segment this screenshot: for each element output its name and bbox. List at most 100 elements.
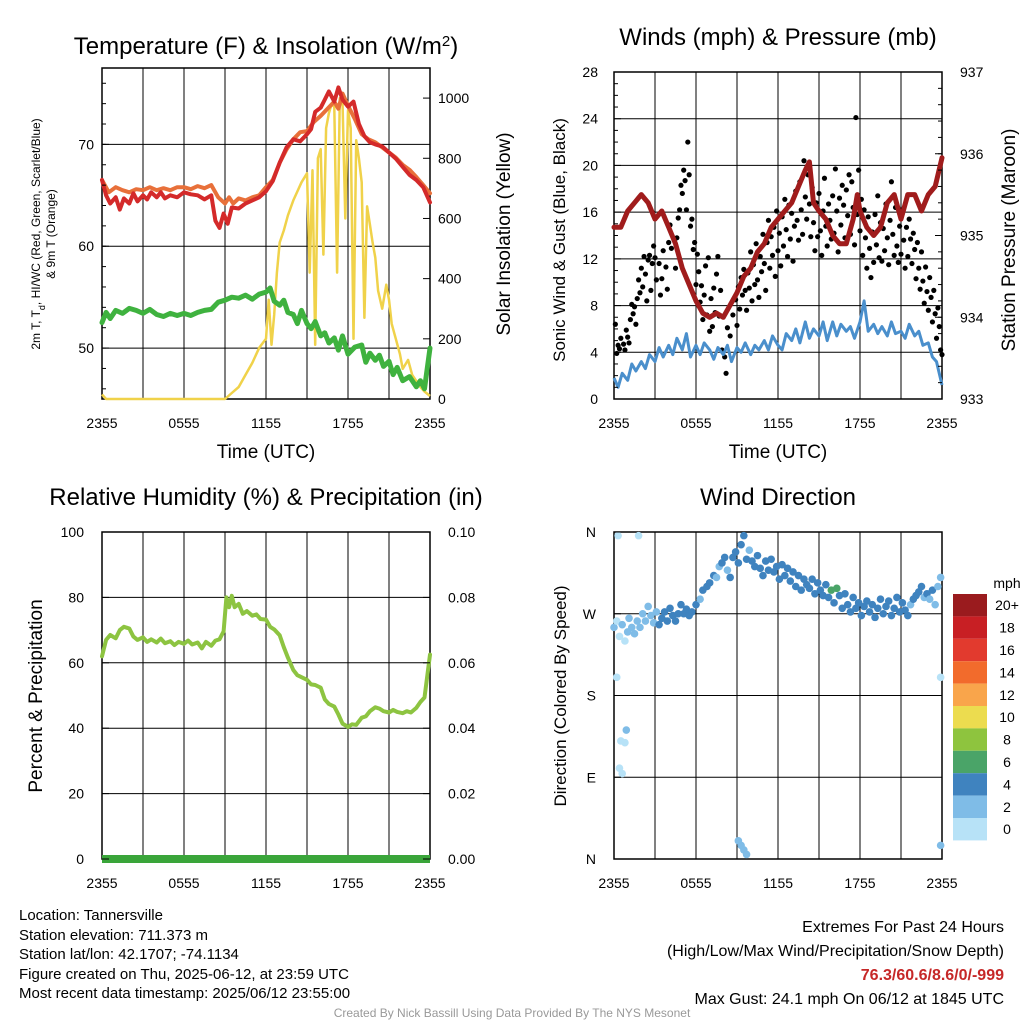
temp-title: Temperature (F) & Insolation (W/m2) xyxy=(74,33,458,61)
legend-label: 14 xyxy=(999,664,1015,680)
direction-point xyxy=(887,611,896,620)
pressure-ylabel: Station Pressure (Maroon) xyxy=(999,129,1020,352)
direction-point xyxy=(936,841,945,850)
temp-xlabel: Time (UTC) xyxy=(217,442,316,463)
temp-ytick-label: 60 xyxy=(78,238,94,254)
gust-point xyxy=(701,292,707,298)
gust-point xyxy=(626,340,632,346)
wdir-title: Wind Direction xyxy=(700,484,856,511)
winds-ytick-label: 4 xyxy=(590,344,598,360)
gust-point xyxy=(709,323,716,330)
legend-swatch xyxy=(953,818,987,841)
direction-point xyxy=(824,593,833,602)
gust-point xyxy=(843,187,849,193)
gust-point xyxy=(678,182,684,188)
gust-point xyxy=(921,300,927,306)
gust-point xyxy=(917,286,923,292)
insolation-ytick-label: 0 xyxy=(438,391,446,407)
direction-point xyxy=(655,620,663,629)
gust-point xyxy=(873,242,880,248)
gust-point xyxy=(760,231,766,237)
gust-point xyxy=(693,281,699,288)
gust-point xyxy=(839,182,845,188)
gust-point xyxy=(622,347,628,353)
gust-point xyxy=(756,294,762,300)
gust-point xyxy=(887,217,893,223)
gust-point xyxy=(916,265,922,271)
gust-point xyxy=(657,292,664,298)
gust-point xyxy=(890,231,896,237)
direction-point xyxy=(849,593,857,602)
gust-point xyxy=(612,321,618,327)
direction-point xyxy=(618,769,626,778)
direction-point xyxy=(876,595,885,604)
direction-point xyxy=(934,582,942,591)
gust-point xyxy=(687,223,694,229)
gust-point xyxy=(931,287,937,293)
gust-point xyxy=(906,216,912,222)
direction-point xyxy=(794,571,803,580)
gust-point xyxy=(675,215,681,221)
rh-ytick-label: 40 xyxy=(68,720,84,736)
gust-point xyxy=(783,227,789,233)
gust-point xyxy=(913,276,919,282)
pressure-ytick-label: 936 xyxy=(960,146,984,162)
direction-point xyxy=(612,673,621,682)
gust-point xyxy=(864,265,870,271)
wdir-xtick-label: 2355 xyxy=(926,875,957,891)
direction-point xyxy=(808,575,816,584)
direction-point xyxy=(660,608,669,616)
gust-point xyxy=(935,305,941,311)
temp-xtick-label: 1155 xyxy=(251,415,281,431)
pressure-line xyxy=(611,155,945,320)
gust-point xyxy=(886,262,892,268)
gust-point xyxy=(819,252,825,258)
direction-point xyxy=(759,571,767,580)
gust-point xyxy=(630,311,636,317)
gust-point xyxy=(861,207,867,213)
gust-point xyxy=(816,190,822,197)
recent-timestamp: Most recent data timestamp: 2025/06/12 2… xyxy=(19,985,351,1002)
direction-point xyxy=(614,531,622,540)
gust-point xyxy=(690,246,696,253)
direction-point xyxy=(612,617,621,625)
gust-point xyxy=(616,346,623,352)
wdir-ylabel: Direction (Colored By Speed) xyxy=(551,585,570,806)
direction-point xyxy=(871,613,879,622)
wdir-ytick-label: W xyxy=(583,606,597,622)
direction-point xyxy=(843,600,852,609)
gust-point xyxy=(812,248,818,254)
gust-point xyxy=(838,222,844,228)
gust-point xyxy=(679,190,685,197)
gust-point xyxy=(668,245,675,251)
gust-point xyxy=(775,248,781,254)
temp-xtick-label: 0555 xyxy=(168,415,199,431)
gust-point xyxy=(642,271,649,277)
gust-point xyxy=(715,253,721,260)
insolation-ytick-label: 600 xyxy=(438,210,462,226)
direction-point xyxy=(692,600,700,609)
extremes-values: 76.3/60.6/8.6/0/-999 xyxy=(860,967,1004,984)
temp-xtick-label: 2355 xyxy=(86,415,117,431)
gust-point xyxy=(698,283,705,289)
temp-ylabel-rest: , HI/WC (Red, Green, Scarlet/Blue) xyxy=(29,118,43,305)
winds-xtick-label: 2355 xyxy=(598,415,629,431)
gust-point xyxy=(727,333,733,339)
direction-point xyxy=(775,575,784,584)
rh-xtick-label: 2355 xyxy=(414,875,445,891)
legend-label: 8 xyxy=(1003,732,1011,748)
direction-point xyxy=(805,584,814,593)
gust-point xyxy=(660,248,666,254)
gust-point xyxy=(752,281,758,288)
direction-point xyxy=(647,611,655,620)
gust-point xyxy=(627,316,634,323)
gust-point xyxy=(625,334,631,340)
insolation-ylabel: Solar Insolation (Yellow) xyxy=(494,132,515,335)
gust-point xyxy=(789,210,795,216)
rh-ytick-label: 100 xyxy=(61,524,85,540)
gust-point xyxy=(633,321,639,327)
station-latlon: Station lat/lon: 42.1707; -74.1134 xyxy=(19,946,239,963)
temperature-series-0 xyxy=(100,91,432,206)
gust-point xyxy=(765,217,772,223)
legend-swatch xyxy=(953,594,987,617)
